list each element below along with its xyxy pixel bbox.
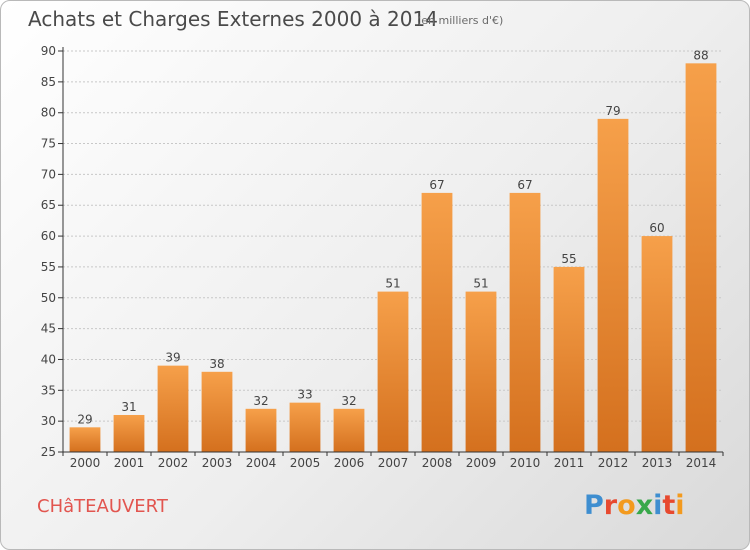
x-tick-label: 2001 bbox=[114, 456, 145, 470]
x-tick-label: 2008 bbox=[422, 456, 453, 470]
logo-letter: x bbox=[635, 490, 654, 521]
value-label: 67 bbox=[517, 178, 532, 192]
x-tick-label: 2005 bbox=[290, 456, 321, 470]
bar-2012 bbox=[597, 118, 629, 452]
value-label: 79 bbox=[605, 104, 620, 118]
bar-2008 bbox=[421, 192, 453, 452]
y-tick-label: 80 bbox=[41, 106, 56, 120]
bar-2014 bbox=[685, 63, 717, 452]
y-tick-label: 60 bbox=[41, 229, 56, 243]
bar-2013 bbox=[641, 236, 673, 452]
axes bbox=[58, 47, 724, 456]
value-label: 51 bbox=[473, 277, 488, 291]
y-tick-label: 25 bbox=[41, 445, 56, 459]
x-tick-label: 2013 bbox=[642, 456, 673, 470]
location-label: CHâTEAUVERT bbox=[37, 496, 168, 517]
logo-letter: P bbox=[584, 490, 604, 521]
x-tick-label: 2011 bbox=[554, 456, 585, 470]
logo-letter: o bbox=[617, 490, 636, 521]
x-tick-label: 2006 bbox=[334, 456, 365, 470]
y-tick-label: 50 bbox=[41, 291, 56, 305]
y-tick-label: 70 bbox=[41, 167, 56, 181]
y-tick-label: 75 bbox=[41, 137, 56, 151]
x-tick-label: 2003 bbox=[202, 456, 233, 470]
bar-2002 bbox=[157, 365, 189, 452]
y-tick-label: 45 bbox=[41, 322, 56, 336]
value-label: 31 bbox=[121, 400, 136, 414]
x-tick-label: 2000 bbox=[70, 456, 101, 470]
y-tick-label: 30 bbox=[41, 414, 56, 428]
value-label: 29 bbox=[77, 412, 92, 426]
x-tick-label: 2014 bbox=[686, 456, 717, 470]
proxiti-logo[interactable]: Proxiti bbox=[584, 490, 685, 521]
bar-2004 bbox=[245, 408, 277, 452]
y-tick-label: 90 bbox=[41, 44, 56, 58]
x-tick-label: 2007 bbox=[378, 456, 409, 470]
bar-2006 bbox=[333, 408, 365, 452]
value-label: 55 bbox=[561, 252, 576, 266]
x-tick-label: 2012 bbox=[598, 456, 629, 470]
value-label: 32 bbox=[341, 394, 356, 408]
value-label: 38 bbox=[209, 357, 224, 371]
value-label: 51 bbox=[385, 277, 400, 291]
value-label: 32 bbox=[253, 394, 268, 408]
value-label: 67 bbox=[429, 178, 444, 192]
value-label: 88 bbox=[693, 48, 708, 62]
bar-2007 bbox=[377, 291, 409, 452]
value-label: 39 bbox=[165, 351, 180, 365]
y-tick-label: 85 bbox=[41, 75, 56, 89]
logo-letter: i bbox=[675, 490, 685, 521]
x-tick-label: 2010 bbox=[510, 456, 541, 470]
chart-title: Achats et Charges Externes 2000 à 2014 bbox=[28, 7, 438, 31]
value-label: 33 bbox=[297, 388, 312, 402]
logo-letter: r bbox=[603, 490, 618, 521]
y-tick-label: 65 bbox=[41, 198, 56, 212]
bar-2005 bbox=[289, 402, 321, 452]
x-tick-label: 2002 bbox=[158, 456, 189, 470]
y-tick-label: 55 bbox=[41, 260, 56, 274]
bar-2009 bbox=[465, 291, 497, 452]
labels: 25 30 35 40 45 50 55 60 65 70 75 80 85 90 2000 29 2001 31… bbox=[41, 44, 717, 470]
x-tick-label: 2009 bbox=[466, 456, 497, 470]
bar-2001 bbox=[113, 414, 145, 452]
chart-subtitle: (en milliers d'€) bbox=[417, 14, 504, 27]
bars bbox=[69, 63, 717, 452]
logo-letter: t bbox=[662, 490, 676, 521]
bar-2000 bbox=[69, 427, 101, 452]
bar-2011 bbox=[553, 266, 585, 452]
x-tick-label: 2004 bbox=[246, 456, 277, 470]
y-tick-label: 35 bbox=[41, 383, 56, 397]
bar-2010 bbox=[509, 192, 541, 452]
value-label: 60 bbox=[649, 221, 664, 235]
logo-letter: i bbox=[653, 490, 663, 521]
bar-2003 bbox=[201, 371, 233, 452]
y-tick-label: 40 bbox=[41, 352, 56, 366]
